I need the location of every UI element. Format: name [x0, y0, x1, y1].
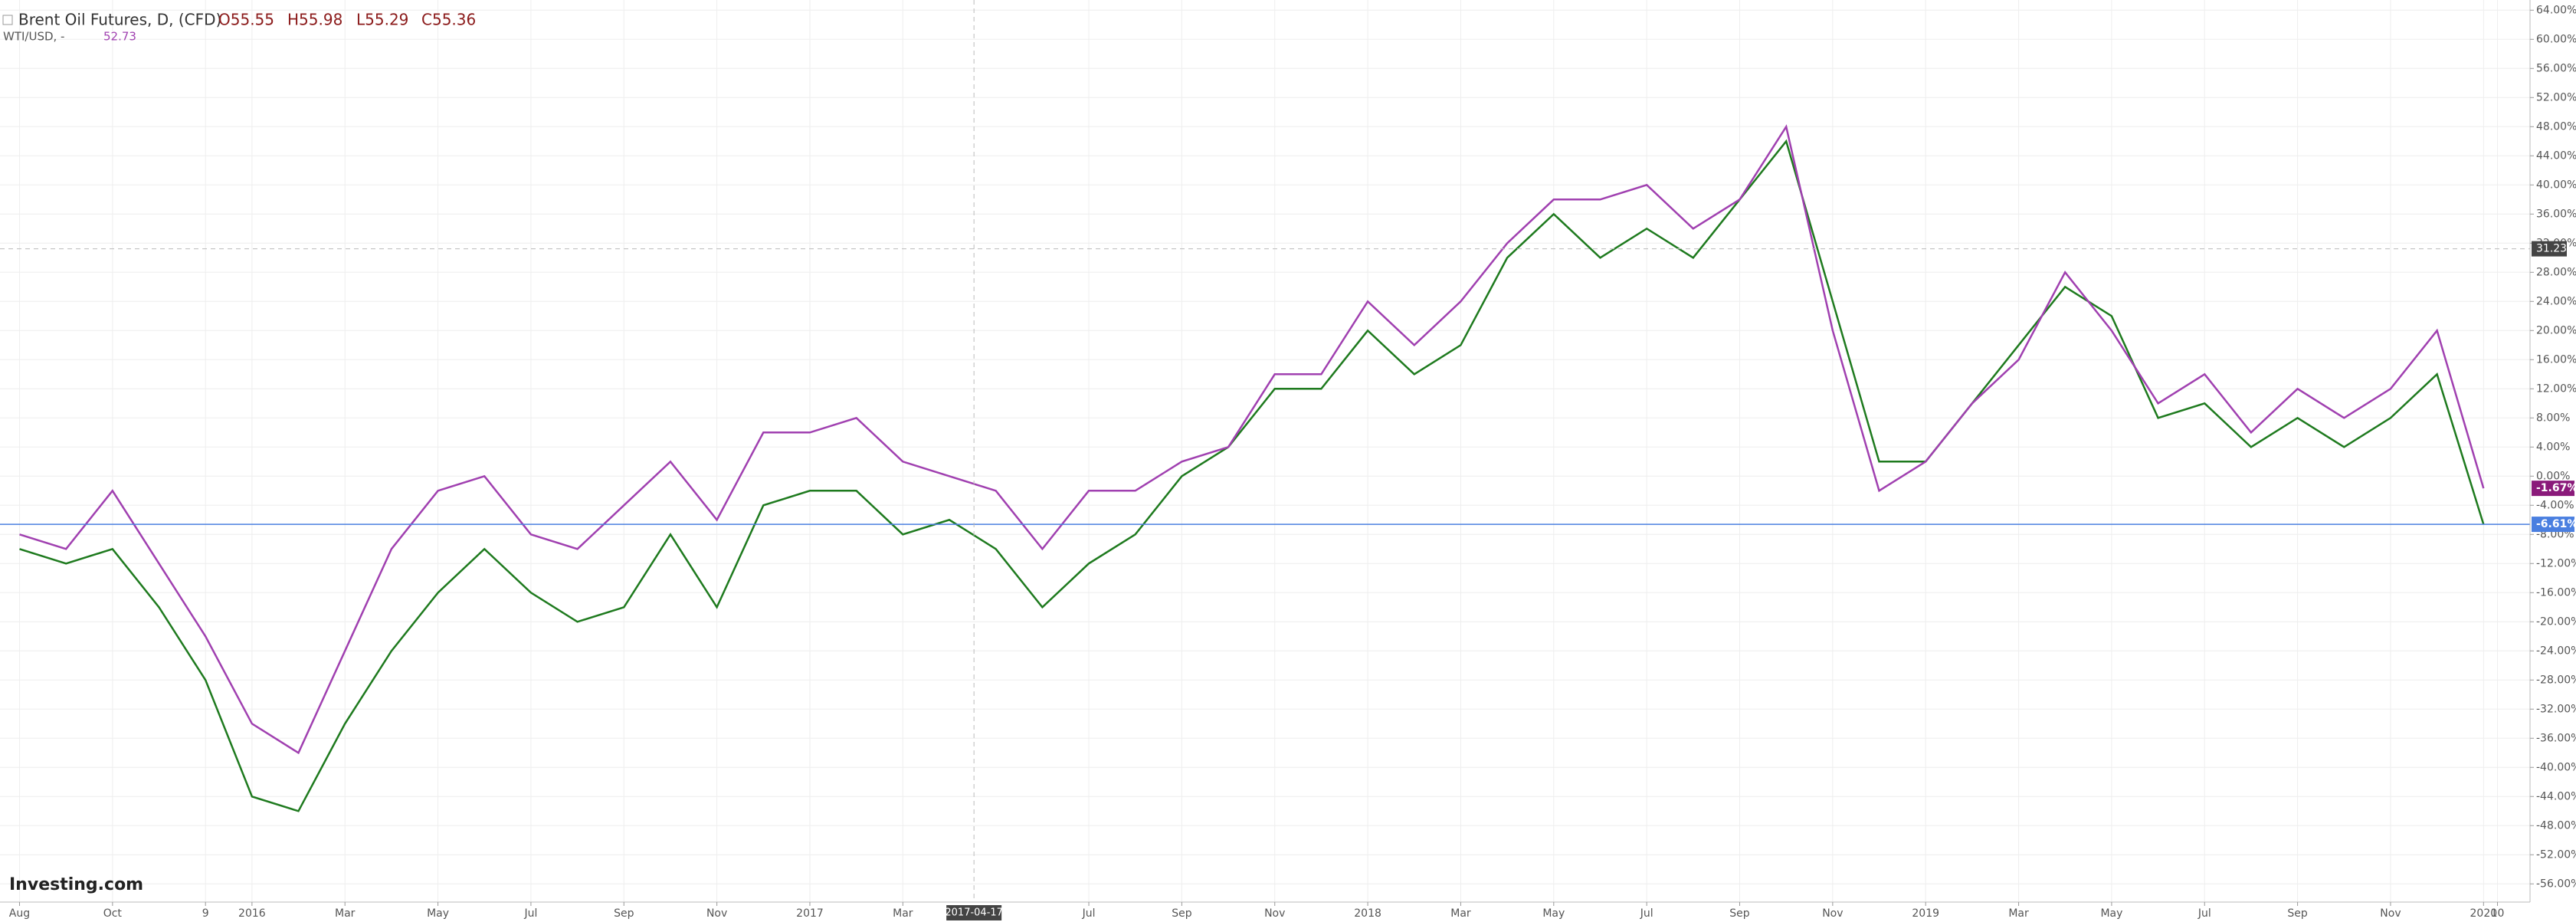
- y-tick-label: -20.00%: [2536, 615, 2576, 628]
- instrument-title: Brent Oil Futures, D, (CFD): [18, 11, 221, 29]
- plot: [0, 0, 2530, 902]
- x-tick-label: 2017: [796, 907, 824, 920]
- collapse-icon[interactable]: [2, 15, 13, 25]
- last-value-badge: [2532, 481, 2574, 497]
- y-tick-label: 8.00%: [2536, 412, 2570, 424]
- x-tick-label: Sep: [2287, 907, 2308, 920]
- x-tick-label: Jul: [523, 907, 537, 920]
- x-tick-label: Mar: [2008, 907, 2029, 920]
- y-tick-label: -12.00%: [2536, 557, 2576, 569]
- x-tick-label: 2019: [1912, 907, 1939, 920]
- x-tick-label: Jul: [1082, 907, 1096, 920]
- y-tick-label: 0.00%: [2536, 470, 2570, 482]
- high: H55.98: [287, 11, 342, 29]
- crosshair-y-label: 31.23: [2536, 243, 2567, 255]
- y-tick-label: -16.00%: [2536, 586, 2576, 599]
- y-tick-label: 40.00%: [2536, 179, 2576, 191]
- x-tick-label: Sep: [614, 907, 634, 920]
- y-tick-label: -44.00%: [2536, 790, 2576, 802]
- series-line: [19, 139, 2485, 812]
- x-tick-label: Nov: [706, 907, 727, 920]
- compare-name: WTI/USD, -: [3, 30, 64, 44]
- last-value-label: -1.67%: [2536, 482, 2576, 494]
- crosshair-x-label: 2017-04-17: [945, 907, 1003, 919]
- y-tick-label: 64.00%: [2536, 4, 2576, 16]
- last-value-badge: [2532, 517, 2574, 533]
- crosshair-y-badge: [2532, 241, 2567, 257]
- x-tick-label: Mar: [1450, 907, 1471, 920]
- compare-value: 52.73: [103, 30, 136, 44]
- open: O55.55: [218, 11, 274, 29]
- x-tick-label: Nov: [1822, 907, 1843, 920]
- y-tick-label: 60.00%: [2536, 33, 2576, 45]
- x-tick-label: Oct: [103, 907, 123, 920]
- y-tick-label: 24.00%: [2536, 295, 2576, 307]
- x-tick-label: 2020: [2470, 907, 2498, 920]
- low: L55.29: [356, 11, 408, 29]
- x-tick-label: 9: [202, 907, 209, 920]
- close: C55.36: [421, 11, 476, 29]
- x-tick-label: Mar: [335, 907, 356, 920]
- y-tick-label: -40.00%: [2536, 761, 2576, 773]
- y-tick-label: -36.00%: [2536, 732, 2576, 744]
- series-line: [19, 124, 2485, 755]
- y-tick-label: -28.00%: [2536, 674, 2576, 686]
- x-tick-label: 2016: [238, 907, 266, 920]
- x-tick-label: Jul: [1640, 907, 1653, 920]
- x-tick-label: Nov: [2380, 907, 2401, 920]
- x-tick-label: 2018: [1354, 907, 1381, 920]
- y-tick-label: 28.00%: [2536, 266, 2576, 278]
- y-tick-label: -32.00%: [2536, 703, 2576, 715]
- crosshair-x-badge: [946, 905, 1002, 920]
- y-tick-label: 52.00%: [2536, 91, 2576, 103]
- y-tick-label: -24.00%: [2536, 645, 2576, 657]
- y-tick-label: -56.00%: [2536, 878, 2576, 890]
- x-tick-label: May: [427, 907, 449, 920]
- y-tick-label: -52.00%: [2536, 848, 2576, 861]
- x-tick-label: May: [1542, 907, 1565, 920]
- x-tick-label: Jul: [2197, 907, 2211, 920]
- x-tick-label: Nov: [1264, 907, 1285, 920]
- y-tick-label: 56.00%: [2536, 62, 2576, 74]
- y-tick-label: 48.00%: [2536, 120, 2576, 133]
- x-tick-label: May: [2100, 907, 2122, 920]
- x-tick-label: Sep: [1729, 907, 1750, 920]
- y-tick-label: -48.00%: [2536, 819, 2576, 832]
- last-value-label: -6.61%: [2536, 518, 2576, 530]
- x-tick-label: Sep: [1172, 907, 1192, 920]
- brand-logo: Investing.com: [9, 875, 143, 894]
- y-tick-label: 20.00%: [2536, 324, 2576, 336]
- y-tick-label: 12.00%: [2536, 382, 2576, 395]
- x-tick-label: Mar: [893, 907, 913, 920]
- y-tick-label: 16.00%: [2536, 353, 2576, 366]
- y-tick-label: -4.00%: [2536, 499, 2574, 511]
- x-tick-label: Aug: [9, 907, 30, 920]
- y-tick-label: 4.00%: [2536, 441, 2570, 453]
- y-tick-label: 36.00%: [2536, 208, 2576, 220]
- x-tick-label: 10: [2491, 907, 2505, 920]
- y-tick-label: 44.00%: [2536, 149, 2576, 162]
